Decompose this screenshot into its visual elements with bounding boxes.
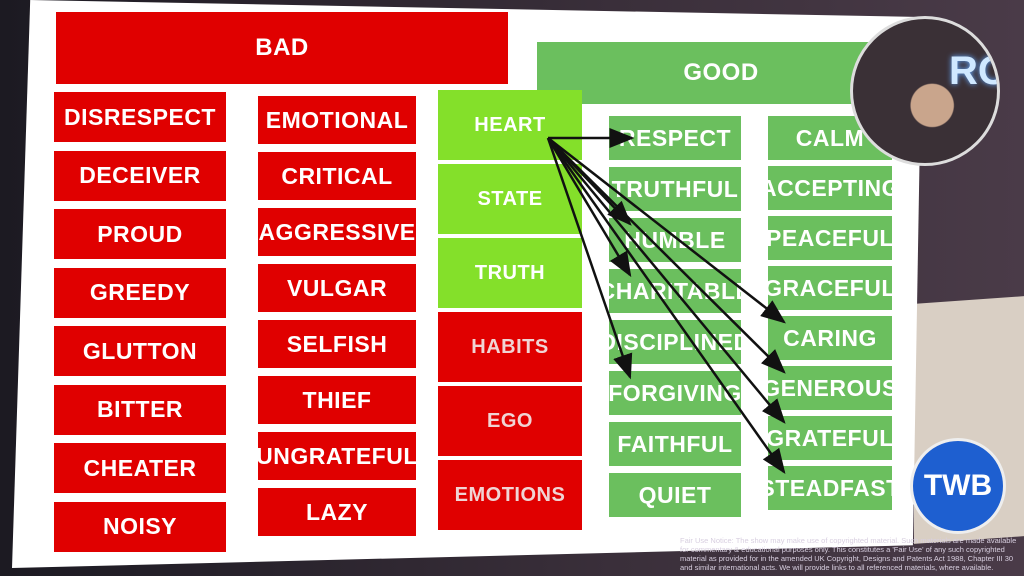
- bad-word-box: NOISY: [54, 501, 226, 552]
- bad-word-box: SELFISH: [258, 320, 416, 368]
- good-word-box: STEADFAST: [759, 466, 900, 510]
- bad-word-box: DECEIVER: [54, 150, 226, 201]
- webcam-presenter: RO: [850, 16, 1000, 166]
- good-word-box: GENEROUS: [762, 366, 897, 410]
- core-box-habits: HABITS: [438, 312, 582, 382]
- bad-word-box: AGGRESSIVE: [258, 208, 416, 256]
- bad-word-box: PROUD: [54, 209, 226, 259]
- bad-word-box: THIEF: [258, 376, 416, 424]
- good-header: GOOD: [537, 42, 905, 104]
- good-word-box: CHARITABLE: [599, 269, 751, 313]
- core-box-heart: HEART: [438, 90, 582, 160]
- good-word-box: RESPECT: [609, 116, 741, 160]
- core-box-emotions: EMOTIONS: [438, 460, 582, 530]
- core-box-truth: TRUTH: [438, 238, 582, 308]
- good-word-box: PEACEFUL: [766, 216, 893, 260]
- bad-word-box: VULGAR: [258, 264, 416, 312]
- fair-use-notice: Fair Use Notice: The show may make use o…: [680, 536, 1017, 572]
- good-word-box: FAITHFUL: [609, 422, 741, 466]
- core-box-ego: EGO: [438, 386, 582, 456]
- good-word-box: DISCIPLINED: [599, 320, 750, 364]
- core-box-state: STATE: [438, 164, 582, 234]
- bad-word-box: GREEDY: [54, 267, 226, 318]
- bad-word-box: LAZY: [258, 488, 416, 536]
- good-word-box: ACCEPTING: [760, 166, 899, 210]
- good-word-box: HUMBLE: [609, 218, 741, 262]
- bad-word-box: EMOTIONAL: [258, 96, 416, 144]
- bad-word-box: CRITICAL: [258, 152, 416, 200]
- good-word-box: QUIET: [609, 473, 741, 517]
- good-word-box: FORGIVING: [608, 371, 741, 415]
- bad-word-box: BITTER: [54, 384, 226, 435]
- good-word-box: GRACEFUL: [764, 266, 895, 310]
- bad-word-box: GLUTTON: [54, 326, 226, 376]
- bad-word-box: CHEATER: [54, 443, 226, 493]
- good-word-box: TRUTHFUL: [609, 167, 741, 211]
- bad-word-box: DISRESPECT: [54, 92, 226, 142]
- good-word-box: CARING: [768, 316, 892, 360]
- bad-word-box: UNGRATEFUL: [256, 432, 417, 480]
- bad-header: BAD: [56, 12, 508, 84]
- twb-logo: TWB: [910, 438, 1006, 534]
- good-word-box: GRATEFUL: [766, 416, 893, 460]
